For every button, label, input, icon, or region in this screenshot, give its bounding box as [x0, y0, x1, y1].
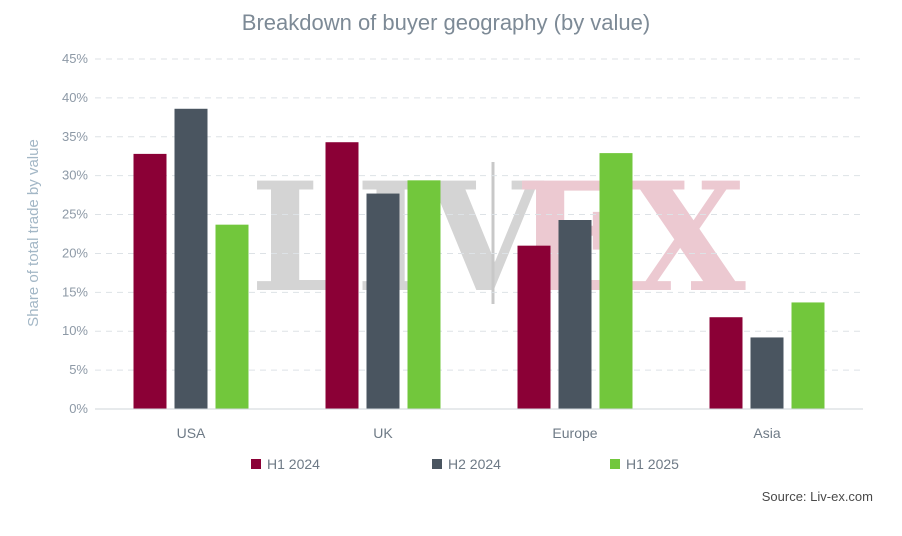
watermark-logo: LIV EX	[250, 150, 746, 326]
y-tick-label: 5%	[69, 362, 88, 377]
x-axis-categories: USA UK Europe Asia	[177, 425, 781, 441]
y-axis-label: Share of total trade by value	[25, 139, 42, 327]
legend-label: H1 2025	[626, 456, 679, 472]
y-tick-label: 40%	[62, 90, 88, 105]
legend-swatch	[432, 459, 442, 469]
bar-europe-h1-2024	[517, 245, 551, 409]
y-tick-label: 15%	[62, 284, 88, 299]
x-category-label: Asia	[753, 425, 780, 441]
legend-label: H1 2024	[267, 456, 320, 472]
bar-europe-h2-2024	[558, 220, 592, 409]
x-category-label: Europe	[552, 425, 597, 441]
y-axis-ticks: 0% 5% 10% 15% 20% 25% 30% 35% 40% 45%	[62, 51, 88, 416]
legend-swatch	[251, 459, 261, 469]
y-tick-label: 25%	[62, 207, 88, 222]
y-tick-label: 20%	[62, 245, 88, 260]
source-note: Source: Liv-ex.com	[762, 489, 873, 504]
y-tick-label: 35%	[62, 129, 88, 144]
bar-usa-h1-2025	[215, 224, 249, 409]
bar-usa-h1-2024	[133, 153, 167, 409]
legend: H1 2024 H2 2024 H1 2025	[251, 456, 679, 472]
legend-swatch	[610, 459, 620, 469]
bar-uk-h1-2025	[407, 180, 441, 409]
bar-uk-h1-2024	[325, 142, 359, 409]
bar-asia-h1-2025	[791, 302, 825, 409]
bar-asia-h1-2024	[709, 317, 743, 409]
x-category-label: USA	[177, 425, 206, 441]
bar-europe-h1-2025	[599, 153, 633, 409]
y-tick-label: 0%	[69, 401, 88, 416]
y-tick-label: 10%	[62, 323, 88, 338]
y-tick-label: 30%	[62, 168, 88, 183]
chart-title: Breakdown of buyer geography (by value)	[242, 10, 650, 35]
bars	[133, 108, 825, 410]
bar-asia-h2-2024	[750, 337, 784, 409]
bar-uk-h2-2024	[366, 193, 400, 409]
legend-label: H2 2024	[448, 456, 501, 472]
x-category-label: UK	[373, 425, 393, 441]
bar-usa-h2-2024	[174, 108, 208, 410]
y-tick-label: 45%	[62, 51, 88, 66]
